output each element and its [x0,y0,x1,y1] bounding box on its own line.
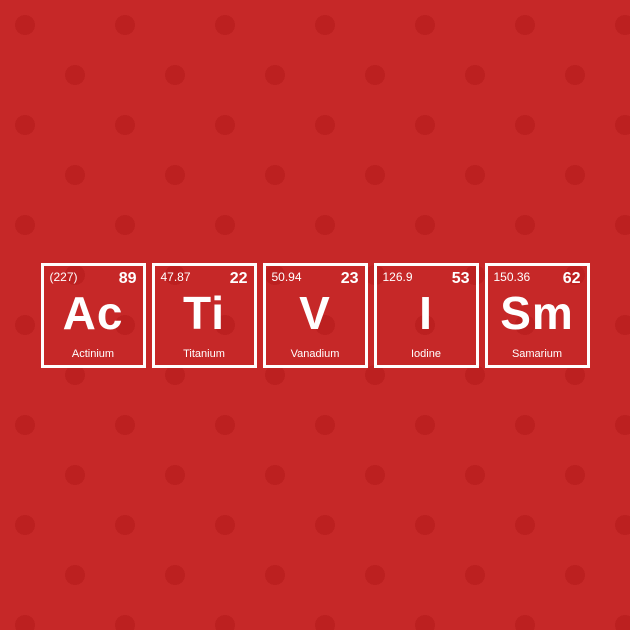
element-symbol: Ti [155,290,254,336]
element-symbol: V [266,290,365,336]
atomic-mass: (227) [50,270,78,284]
element-row: (227) 89 Ac Actinium 47.87 22 Ti Titaniu… [41,263,590,368]
element-symbol: Ac [44,290,143,336]
atomic-number: 23 [341,270,359,288]
element-tile: 47.87 22 Ti Titanium [152,263,257,368]
element-name: Samarium [488,348,587,360]
element-tile: 50.94 23 V Vanadium [263,263,368,368]
element-name: Actinium [44,348,143,360]
atomic-mass: 126.9 [383,270,413,284]
element-name: Iodine [377,348,476,360]
atomic-number: 22 [230,270,248,288]
element-tile: (227) 89 Ac Actinium [41,263,146,368]
atomic-mass: 47.87 [161,270,191,284]
atomic-mass: 50.94 [272,270,302,284]
atomic-number: 89 [119,270,137,288]
element-tile: 126.9 53 I Iodine [374,263,479,368]
element-name: Titanium [155,348,254,360]
element-name: Vanadium [266,348,365,360]
element-tile: 150.36 62 Sm Samarium [485,263,590,368]
element-symbol: Sm [488,290,587,336]
atomic-number: 53 [452,270,470,288]
atomic-mass: 150.36 [494,270,531,284]
atomic-number: 62 [563,270,581,288]
element-symbol: I [377,290,476,336]
content-center: (227) 89 Ac Actinium 47.87 22 Ti Titaniu… [0,0,630,630]
